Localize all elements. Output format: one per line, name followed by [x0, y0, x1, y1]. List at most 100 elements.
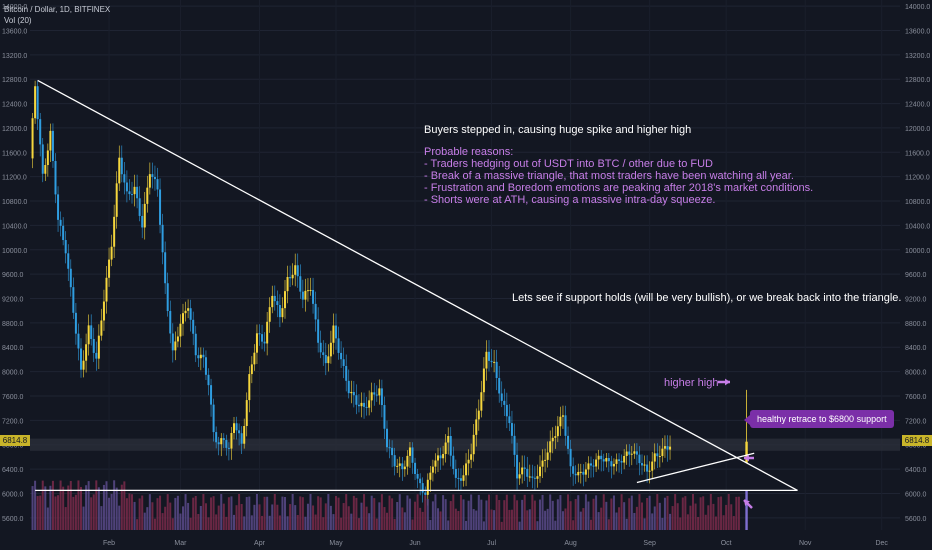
volume-bar	[263, 496, 266, 530]
candle-body	[49, 130, 52, 151]
volume-bar	[549, 494, 552, 530]
candle-body	[62, 225, 65, 241]
volume-bar	[498, 499, 501, 530]
candle-body	[97, 335, 100, 359]
volume-bar	[656, 494, 659, 530]
candle-body	[437, 455, 439, 461]
volume-bar	[340, 517, 343, 530]
volume-bar	[67, 485, 70, 530]
candle-body	[488, 351, 490, 361]
candle-body	[309, 289, 312, 291]
volume-bar	[702, 496, 705, 530]
volume-bar	[572, 520, 575, 530]
volume-bar	[587, 501, 590, 530]
candle-body	[564, 415, 567, 436]
volume-bar	[485, 500, 488, 530]
candle-body	[166, 283, 169, 311]
higher-high-arrow-head	[725, 378, 730, 386]
candle-body	[574, 473, 577, 476]
volume-bar	[669, 513, 672, 530]
candle-body	[419, 478, 422, 484]
volume-bar	[539, 499, 541, 530]
y-tick-label-left: 10000.0	[2, 248, 27, 255]
volume-bar	[215, 514, 218, 530]
volume-bar	[159, 495, 162, 530]
volume-bar	[36, 496, 39, 530]
volume-bar	[638, 494, 641, 530]
candle-body	[561, 415, 564, 417]
candle-body	[67, 253, 70, 269]
y-tick-label-right: 5600.0	[905, 516, 927, 523]
candle-body	[253, 352, 256, 365]
y-tick-label-right: 10000.0	[905, 248, 930, 255]
y-tick-label-right: 8400.0	[905, 345, 927, 352]
volume-bar	[574, 499, 577, 530]
candle-body	[345, 365, 348, 381]
candle-body	[643, 464, 646, 466]
volume-bar	[699, 497, 702, 530]
volume-bar	[225, 516, 228, 530]
headline-annotation: Buyers stepped in, causing huge spike an…	[424, 124, 692, 136]
volume-bar	[704, 514, 707, 530]
volume-bar	[133, 501, 136, 530]
volume-bar	[210, 497, 213, 530]
volume-bar	[727, 494, 730, 530]
volume-bar	[46, 507, 49, 530]
volume-bar	[676, 503, 679, 530]
volume-bar	[732, 516, 735, 530]
y-tick-label-right: 14000.0	[905, 4, 930, 11]
candle-body	[296, 265, 299, 277]
reason-item: - Break of a massive triangle, that most…	[424, 170, 794, 182]
candle-body	[472, 434, 475, 455]
volume-arrow-head	[744, 500, 750, 506]
candle-body	[332, 325, 335, 343]
volume-bar	[238, 494, 241, 530]
volume-bar	[189, 517, 192, 530]
reason-item: - Shorts were at ATH, causing a massive …	[424, 194, 716, 206]
candle-body	[273, 295, 276, 302]
volume-bar	[559, 495, 562, 530]
candle-body	[648, 470, 651, 472]
candle-body	[467, 459, 470, 464]
y-tick-label-left: 10400.0	[2, 223, 27, 230]
x-tick-label: Nov	[799, 540, 812, 547]
volume-bar	[674, 494, 677, 530]
y-tick-label-right: 11600.0	[905, 150, 930, 157]
volume-bar	[722, 515, 725, 530]
candle-body	[411, 447, 414, 463]
candle-body	[416, 473, 419, 479]
trendline[interactable]	[37, 79, 798, 491]
candle-body	[199, 354, 202, 359]
volume-bar	[57, 495, 60, 530]
candle-body	[90, 325, 93, 339]
candle-body	[131, 194, 133, 196]
volume-bar	[421, 511, 424, 530]
candle-body	[133, 186, 136, 195]
volume-bar	[335, 496, 337, 530]
trendline[interactable]	[636, 452, 755, 484]
volume-bar	[666, 495, 669, 530]
candle-body	[34, 86, 37, 119]
candle-body	[607, 458, 610, 462]
candle-body	[485, 351, 488, 369]
candle-body	[386, 428, 388, 448]
volume-bar	[480, 499, 483, 530]
volume-bar	[551, 500, 554, 530]
candle-body	[261, 334, 264, 342]
volume-bar	[679, 517, 682, 530]
candle-body	[44, 165, 47, 174]
volume-bar	[470, 494, 473, 530]
volume-bar	[138, 498, 141, 530]
candle-body	[528, 476, 531, 478]
volume-bar	[253, 504, 256, 530]
volume-bar	[745, 490, 748, 530]
candle-body	[329, 342, 332, 357]
candle-body	[335, 325, 337, 339]
volume-bar	[590, 519, 592, 530]
y-tick-label-right: 6000.0	[905, 491, 927, 498]
volume-bar	[607, 519, 610, 530]
y-tick-label-left: 8400.0	[2, 345, 24, 352]
retrace-callout: healthy retrace to $6800 support	[744, 410, 894, 428]
volume-bar	[273, 494, 276, 530]
